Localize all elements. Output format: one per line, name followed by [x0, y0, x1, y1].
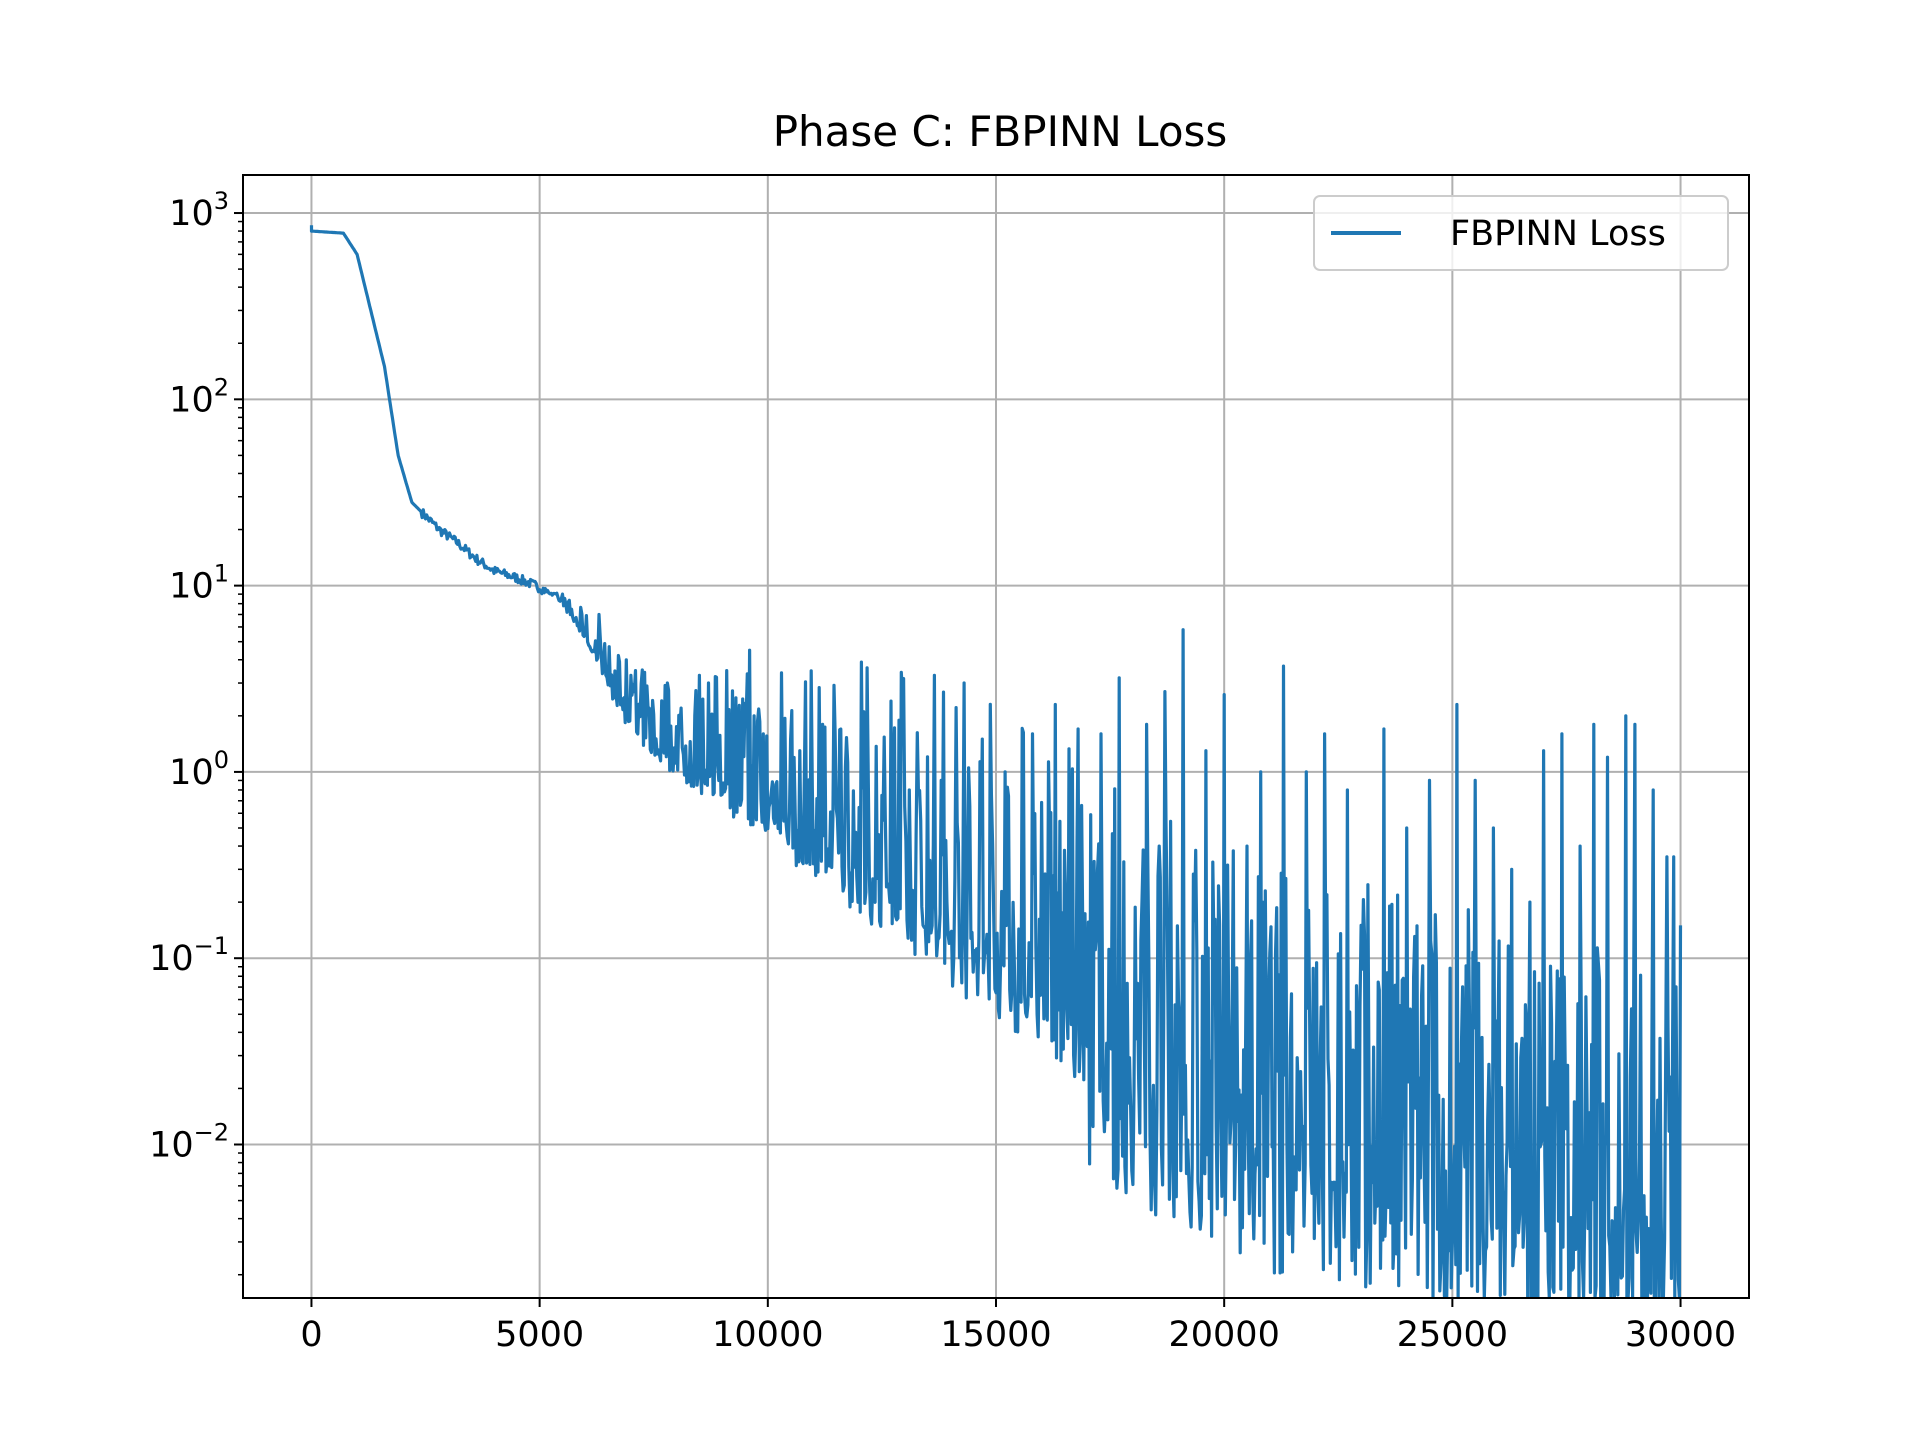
legend-label: FBPINN Loss: [1450, 214, 1666, 254]
x-tick-label: 15000: [940, 1315, 1051, 1355]
x-tick-label: 10000: [712, 1315, 823, 1355]
y-tick-label: 102: [169, 373, 229, 420]
x-tick-label: 5000: [495, 1315, 584, 1355]
legend-box: [1313, 195, 1729, 271]
x-tick-label: 0: [300, 1315, 322, 1355]
x-tick-label: 25000: [1397, 1315, 1508, 1355]
legend: FBPINN Loss: [1313, 195, 1729, 271]
x-tick-label: 20000: [1169, 1315, 1280, 1355]
axes: 0 5000 10000 15000 20000 25000 30000 10−2 10−1 10…: [149, 174, 1750, 1355]
plot-frame: [242, 174, 1750, 1299]
y-tick-label: 10−1: [149, 932, 229, 979]
series-line-fbpinn-loss: [309, 225, 1683, 1298]
series-layer: [309, 225, 1683, 1298]
y-tick-label: 100: [169, 746, 229, 793]
y-tick-label: 103: [169, 187, 229, 234]
y-tick-label: 101: [169, 560, 229, 607]
y-tick-label: 10−2: [149, 1119, 229, 1166]
x-tick-label: 30000: [1625, 1315, 1736, 1355]
chart-title: Phase C: FBPINN Loss: [773, 107, 1228, 156]
